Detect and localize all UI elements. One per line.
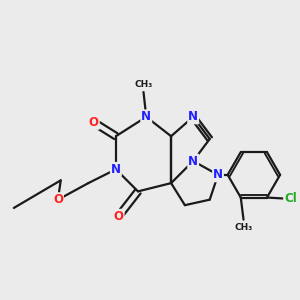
Text: N: N [141,110,151,123]
Text: CH₃: CH₃ [234,223,253,232]
Text: N: N [111,163,121,176]
Text: O: O [114,210,124,223]
Text: O: O [89,116,99,129]
Text: CH₃: CH₃ [134,80,153,89]
Text: N: N [213,168,223,181]
Text: N: N [188,110,198,123]
Text: O: O [53,193,63,206]
Text: N: N [188,154,198,167]
Text: Cl: Cl [284,192,297,206]
